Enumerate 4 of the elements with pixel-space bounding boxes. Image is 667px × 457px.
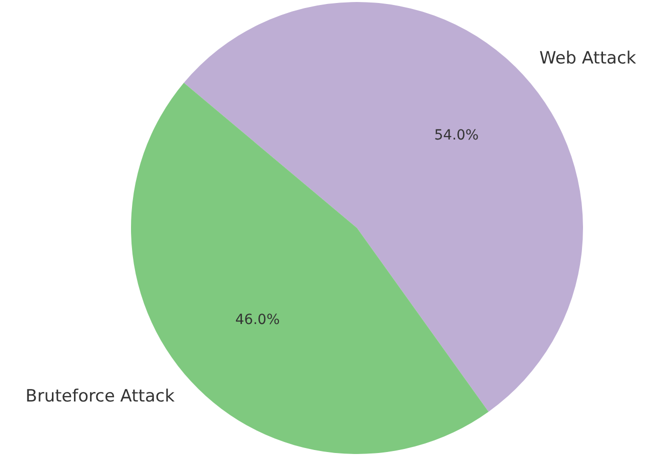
slice-label: Web Attack [539, 48, 636, 69]
slice-label: Bruteforce Attack [26, 386, 175, 406]
data-label: 46.0% [235, 312, 280, 328]
data-label: 54.0% [434, 128, 479, 144]
